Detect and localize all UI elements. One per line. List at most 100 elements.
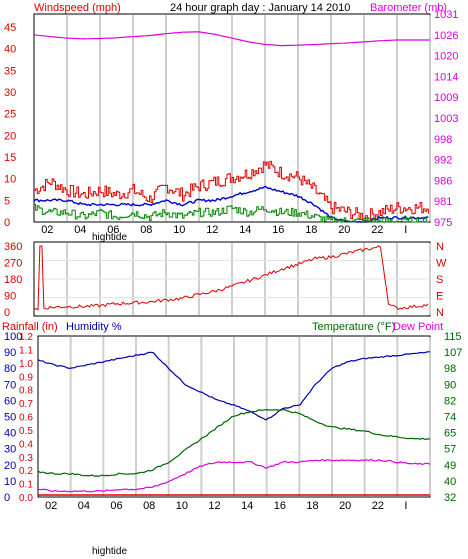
rain-ytick-6: 0.6 — [19, 413, 33, 424]
dewpoint-line — [37, 458, 431, 493]
hightide-annotation-top: hightide — [92, 232, 127, 243]
baro-ytick-6: 1009 — [434, 92, 458, 104]
humidity-ytick-3: 30 — [4, 444, 16, 456]
humidity-ytick-2: 20 — [4, 460, 16, 472]
humidity-ytick-7: 70 — [4, 379, 16, 391]
compass-tick-3: E — [436, 291, 443, 303]
temp-ytick-8: 98 — [444, 363, 456, 375]
baro-ytick-1: 981 — [434, 196, 452, 208]
temp-ytick-10: 115 — [444, 331, 462, 343]
wind-direction-line — [33, 245, 429, 311]
dewpoint-axis-label: Dew Point — [393, 321, 443, 333]
humidity-ytick-6: 60 — [4, 395, 16, 407]
temperature-line — [37, 408, 431, 477]
temp-ytick-7: 90 — [444, 379, 456, 391]
wind-ytick-6: 30 — [4, 87, 16, 99]
wind-xtick-10: 22 — [371, 224, 383, 236]
baro-ytick-2: 986 — [434, 175, 452, 187]
humidity-axis-label: Humidity % — [66, 321, 122, 333]
wind-ytick-5: 25 — [4, 109, 16, 121]
wind-xtick-11: I — [404, 224, 407, 236]
temp-ytick-1: 40 — [444, 476, 456, 488]
compass-tick-1: W — [436, 258, 447, 270]
rainfall-axis-label: Rainfall (in) — [2, 321, 58, 333]
compass-tick-0: N — [436, 241, 444, 253]
wind-xtick-3: 08 — [140, 224, 152, 236]
temp-ytick-2: 49 — [444, 460, 456, 472]
climate-xtick-11: I — [404, 500, 407, 512]
wind-ytick-7: 35 — [4, 65, 16, 77]
wind-ytick-4: 20 — [4, 130, 16, 142]
wind-ytick-9: 45 — [4, 22, 16, 34]
direction-ytick-1: 90 — [4, 291, 16, 303]
wind-ytick-1: 5 — [4, 195, 10, 207]
barometer-line — [33, 31, 430, 47]
wind-xtick-8: 18 — [305, 224, 317, 236]
rain-ytick-10: 1.0 — [19, 359, 33, 370]
climate-xtick-7: 16 — [274, 500, 286, 512]
baro-ytick-8: 1020 — [434, 51, 458, 63]
temp-ytick-9: 107 — [444, 347, 462, 359]
humidity-ytick-1: 10 — [4, 476, 16, 488]
climate-xtick-3: 08 — [143, 500, 155, 512]
baro-ytick-5: 1003 — [434, 113, 458, 125]
humidity-ytick-4: 40 — [4, 428, 16, 440]
rain-ytick-12: 1.2 — [19, 332, 33, 343]
wind-xtick-1: 04 — [74, 224, 86, 236]
rain-ytick-0: 0.0 — [19, 493, 33, 504]
wind-xtick-2: 06 — [107, 224, 119, 236]
baro-ytick-3: 992 — [434, 155, 452, 167]
windspeed-axis-label: Windspeed (mph) — [34, 2, 121, 14]
direction-ytick-4: 360 — [4, 241, 22, 253]
rain-ytick-2: 0.2 — [19, 466, 33, 477]
humidity-line — [37, 351, 430, 421]
rain-ytick-1: 0.1 — [19, 480, 33, 491]
hightide-annotation-bottom: hightide — [92, 546, 127, 557]
rain-ytick-3: 0.3 — [19, 453, 33, 464]
temp-ytick-5: 74 — [444, 412, 456, 424]
rain-ytick-8: 0.8 — [19, 386, 33, 397]
climate-xtick-2: 06 — [110, 500, 122, 512]
temp-ytick-0: 32 — [444, 492, 456, 504]
wind-ytick-2: 10 — [4, 174, 16, 186]
rain-ytick-11: 1.1 — [19, 345, 33, 356]
wind-ytick-8: 40 — [4, 44, 16, 56]
baro-ytick-7: 1014 — [434, 71, 458, 83]
wind-xtick-4: 10 — [173, 224, 185, 236]
climate-xtick-5: 12 — [208, 500, 220, 512]
humidity-ytick-10: 100 — [4, 331, 22, 343]
climate-xtick-10: 22 — [372, 500, 384, 512]
wind-xtick-5: 12 — [206, 224, 218, 236]
temp-ytick-4: 65 — [444, 428, 456, 440]
climate-xtick-6: 14 — [241, 500, 253, 512]
climate-xtick-9: 20 — [339, 500, 351, 512]
humidity-ytick-9: 90 — [4, 347, 16, 359]
temperature-axis-label: Temperature (°F) — [312, 321, 395, 333]
wind-xtick-9: 20 — [338, 224, 350, 236]
wind-xtick-6: 14 — [239, 224, 251, 236]
baro-ytick-0: 975 — [434, 217, 452, 229]
rain-ytick-7: 0.7 — [19, 399, 33, 410]
humidity-ytick-5: 50 — [4, 412, 16, 424]
wind-xtick-7: 16 — [272, 224, 284, 236]
rain-ytick-4: 0.4 — [19, 439, 33, 450]
barometer-axis-label: Barometer (mb) — [370, 2, 447, 14]
climate-xtick-8: 18 — [306, 500, 318, 512]
humidity-ytick-0: 0 — [4, 492, 10, 504]
wind-ytick-0: 0 — [4, 217, 10, 229]
rain-ytick-9: 0.9 — [19, 372, 33, 383]
climate-xtick-0: 02 — [45, 500, 57, 512]
baro-ytick-4: 998 — [434, 134, 452, 146]
compass-tick-2: S — [436, 274, 443, 286]
climate-xtick-4: 10 — [176, 500, 188, 512]
temp-ytick-3: 57 — [444, 444, 456, 456]
humidity-ytick-8: 80 — [4, 363, 16, 375]
direction-ytick-3: 270 — [4, 258, 22, 270]
baro-ytick-10: 1031 — [434, 9, 458, 21]
wind-ytick-3: 15 — [4, 152, 16, 164]
wind-xtick-0: 02 — [41, 224, 53, 236]
rain-ytick-5: 0.5 — [19, 426, 33, 437]
baro-ytick-9: 1026 — [434, 30, 458, 42]
